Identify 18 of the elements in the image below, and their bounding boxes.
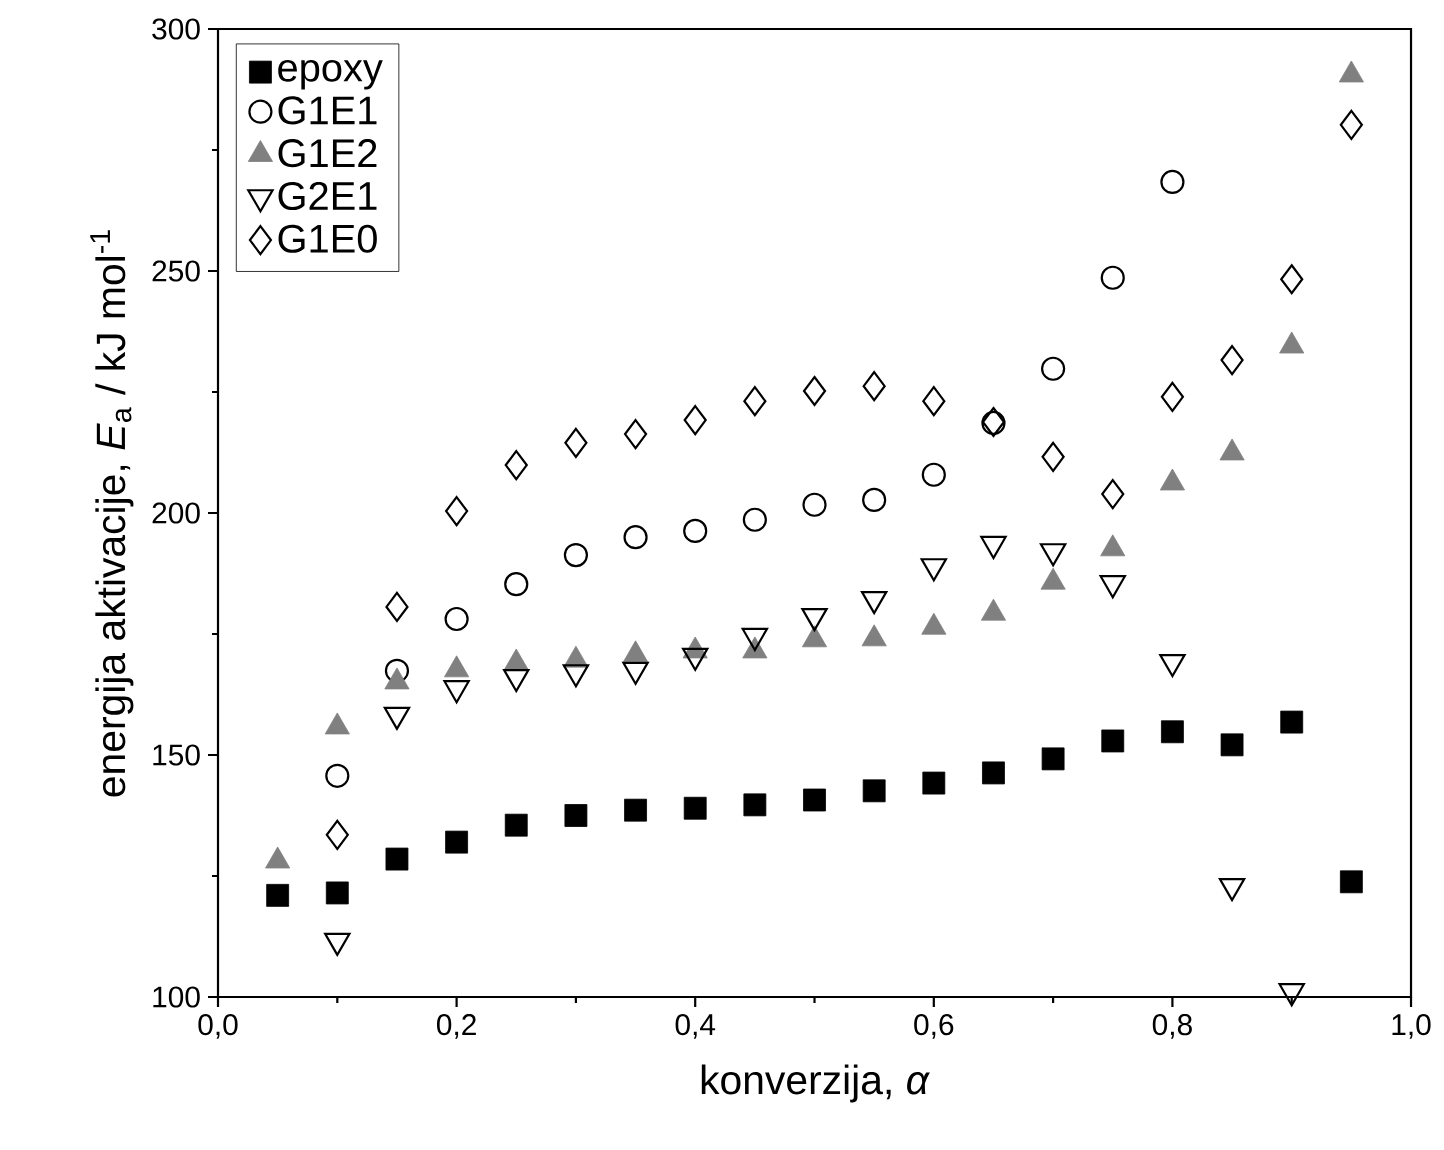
y-tick-label: 250 <box>152 260 200 282</box>
y-axis-title: energija aktivacije, E$_{a}$ / kJ mol$^{-1}$ <box>90 230 134 797</box>
y-tick-label: 100 <box>153 986 200 1008</box>
x-tick-label: 1,0 <box>1392 1014 1431 1039</box>
x-tick-label: 0,8 <box>1152 1014 1192 1039</box>
y-tick-label: 200 <box>152 502 200 524</box>
y-tick-label: 150 <box>153 744 200 766</box>
x-tick-label: 0,0 <box>198 1014 238 1039</box>
legend-label: G2E1 <box>278 181 377 211</box>
legend-label: G1E2 <box>278 139 377 168</box>
x-tick-label: 0,6 <box>914 1014 954 1039</box>
x-axis-title: konverzija, α <box>701 1064 930 1103</box>
legend-label: G1E0 <box>278 224 377 253</box>
x-tick-label: 0,4 <box>675 1014 716 1039</box>
legend-label: G1E1 <box>278 96 377 125</box>
legend-label: epoxy <box>278 59 383 90</box>
y-tick-label: 300 <box>152 18 200 40</box>
x-tick-label: 0,2 <box>436 1014 476 1039</box>
